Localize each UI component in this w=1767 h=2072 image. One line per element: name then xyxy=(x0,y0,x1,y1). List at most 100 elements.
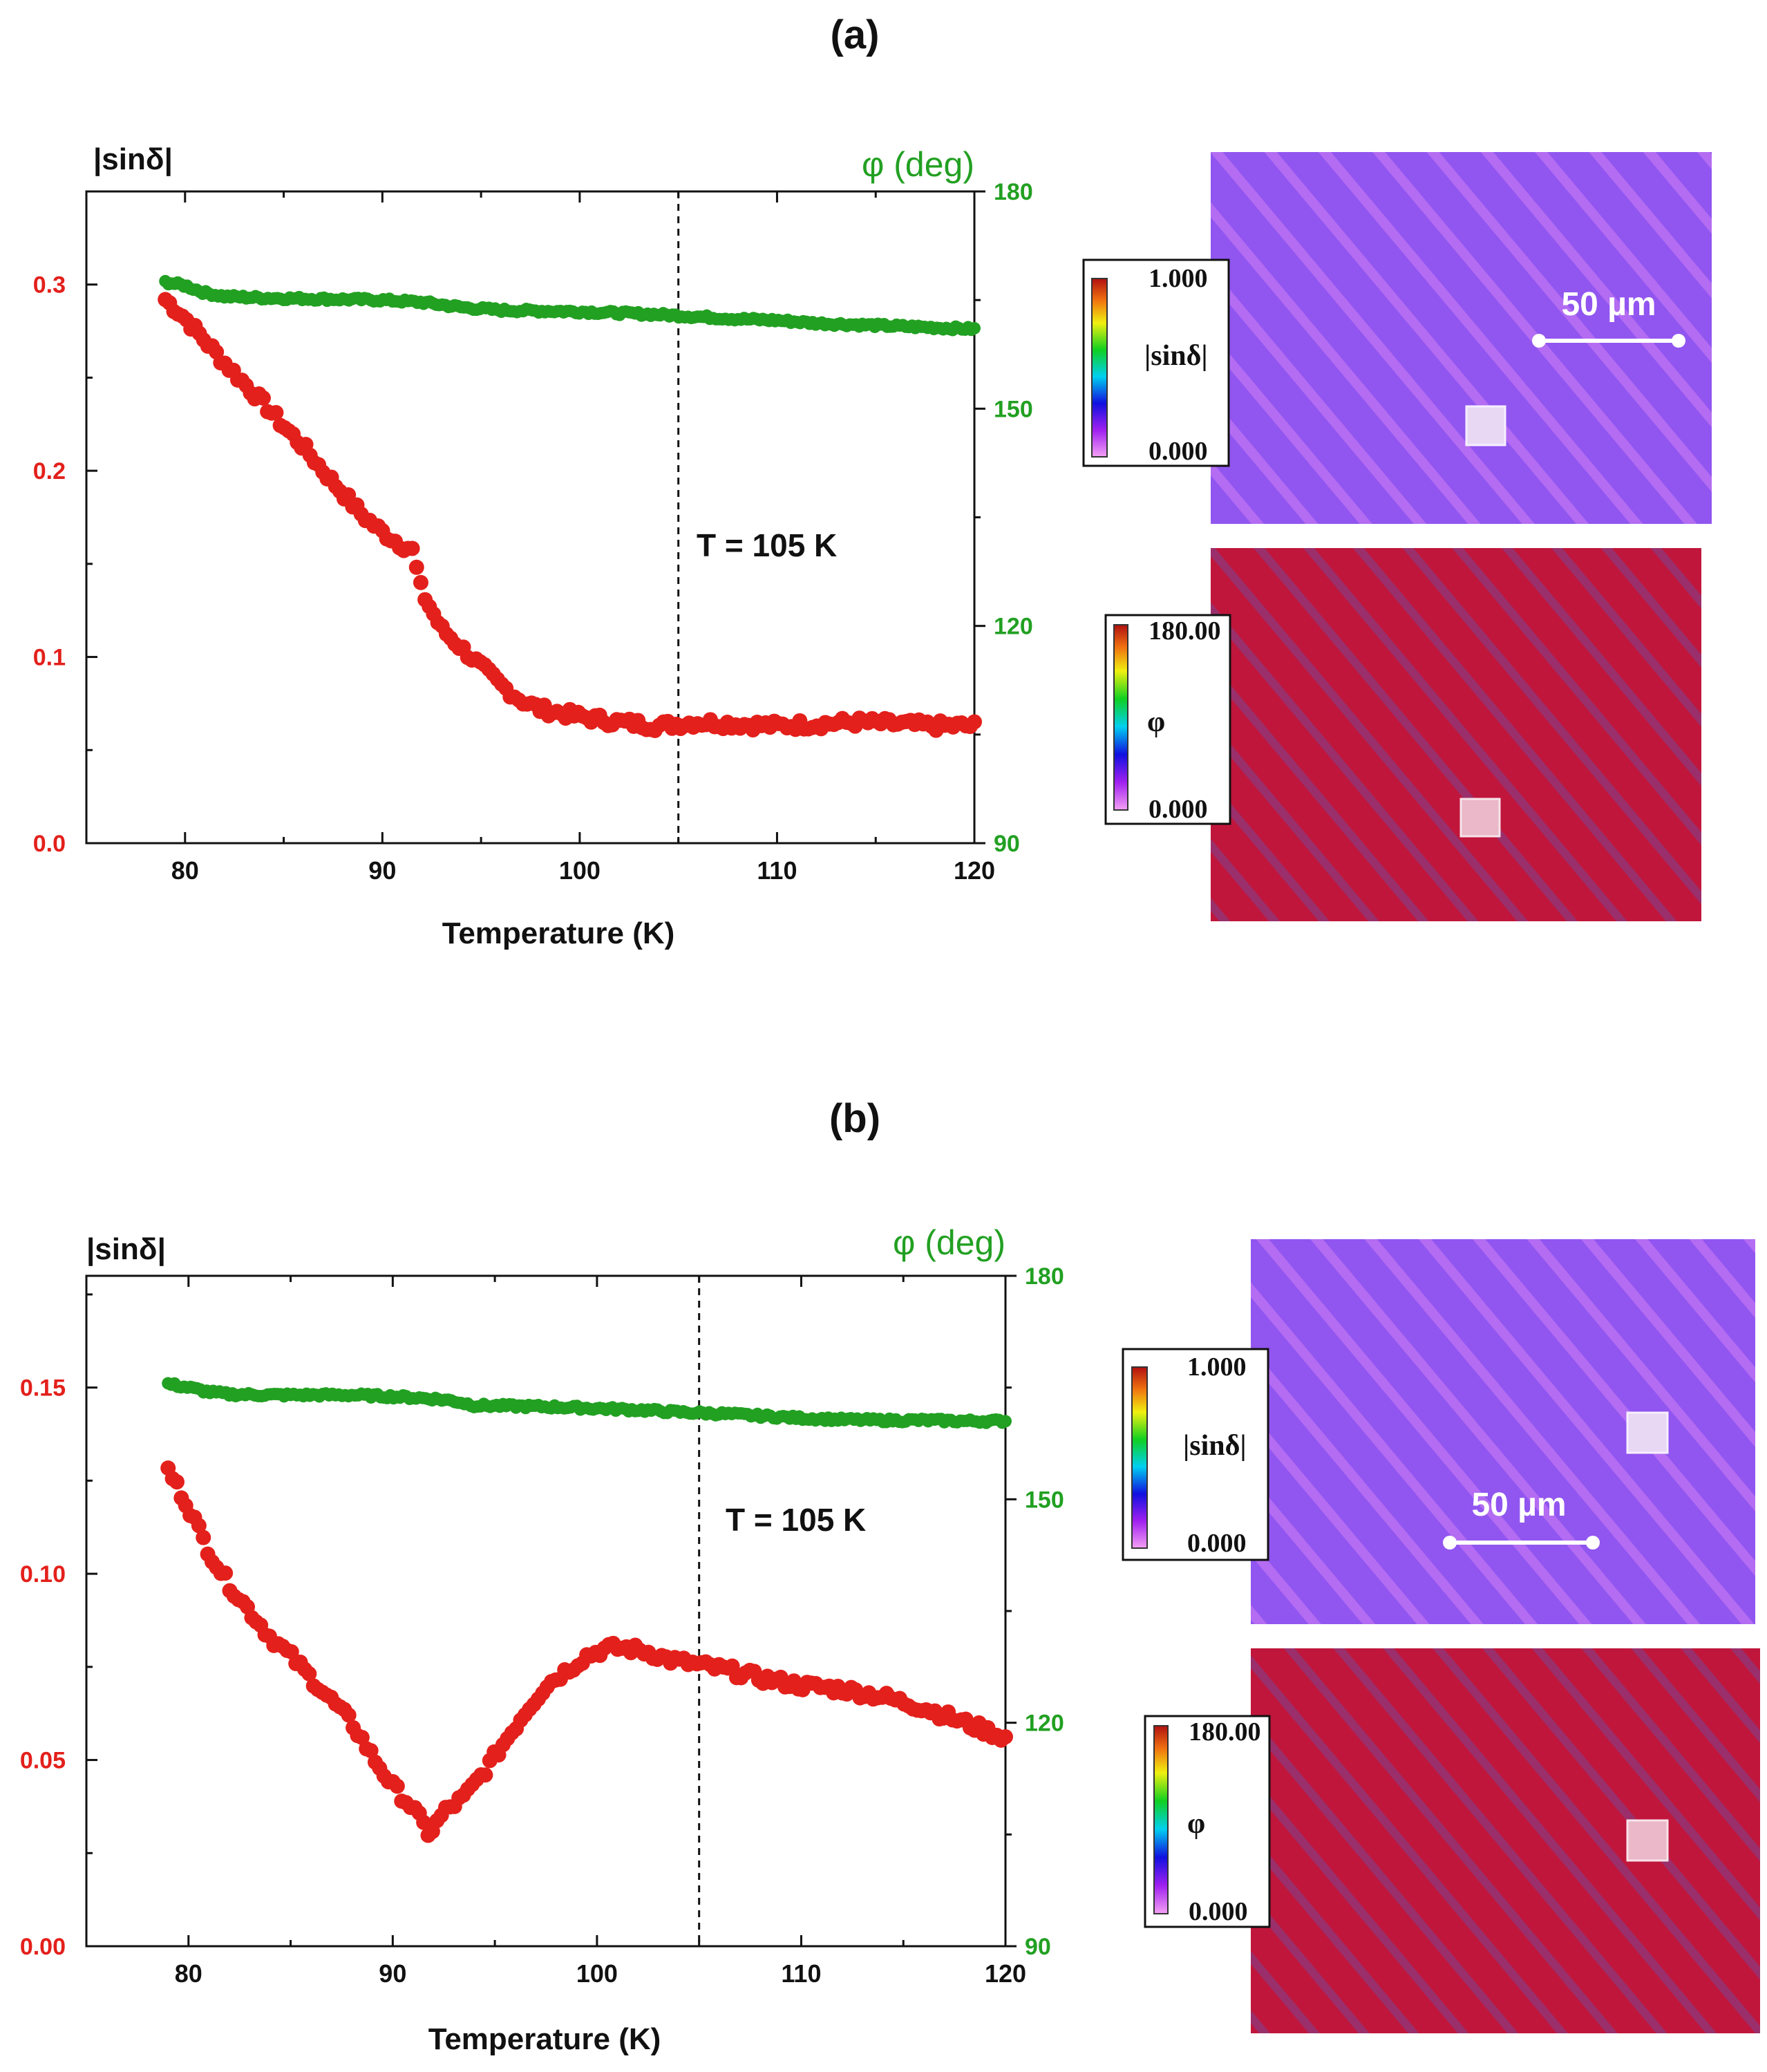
chart-b-sin-point xyxy=(283,1644,299,1660)
chart-a-xtick-label: 120 xyxy=(954,856,995,885)
map-b-sin-colorbar-min: 0.000 xyxy=(1187,1529,1247,1558)
chart-a-xtick-label: 90 xyxy=(368,856,396,885)
chart-b-xlabel: Temperature (K) xyxy=(428,2022,661,2056)
panel-b-label: (b) xyxy=(829,1096,880,1141)
chart-b-phi-point xyxy=(999,1415,1012,1428)
chart-a-ytick-label: 0.3 xyxy=(33,272,66,299)
chart-a-annotation: T = 105 K xyxy=(697,527,837,563)
chart-b-series-sin xyxy=(160,1460,1013,1843)
chart-b-sin-point xyxy=(478,1767,493,1783)
chart-a-sin-point xyxy=(268,405,284,421)
chart-b-y2tick-label: 150 xyxy=(1025,1487,1064,1513)
map-b-phi-image xyxy=(1251,1648,1760,2033)
chart-a-xtick-label: 100 xyxy=(559,856,601,885)
chart-a-y2tick-label: 120 xyxy=(994,614,1033,640)
chart-b-sin-point xyxy=(196,1529,211,1545)
chart-a-y2tick-label: 180 xyxy=(994,179,1033,205)
chart-b-sin-point xyxy=(191,1518,207,1534)
map-b-scale-bar-end xyxy=(1443,1536,1457,1550)
chart-b-ylabel: |sinδ| xyxy=(86,1232,166,1267)
map-a-sin-marker xyxy=(1465,405,1506,446)
chart-a-sin-point xyxy=(408,559,424,575)
chart-b-ytick-label: 0.00 xyxy=(20,1934,66,1960)
chart-b-y2tick-label: 120 xyxy=(1025,1711,1064,1737)
map-b-phi: 180.00 φ 0.000 xyxy=(1144,1648,1760,2033)
chart-b-ytick-label: 0.10 xyxy=(20,1561,66,1588)
chart-b-xtick-label: 110 xyxy=(781,1959,821,1988)
chart-b-series-phi xyxy=(162,1377,1012,1429)
map-a-phi-colorbar-label: φ xyxy=(1147,706,1165,738)
chart-b-sin-point xyxy=(389,1778,405,1794)
chart-b-sin-point xyxy=(169,1474,185,1490)
map-b-sin-image xyxy=(1251,1239,1755,1624)
chart-a-xtick-label: 80 xyxy=(171,856,199,885)
chart-b-xtick-label: 80 xyxy=(175,1959,202,1988)
chart-b-sin-point xyxy=(341,1707,357,1723)
chart-a-frame xyxy=(85,190,976,845)
chart-a-series-phi xyxy=(159,274,981,337)
chart-b-annotation: T = 105 K xyxy=(726,1502,866,1538)
chart-b-ytick-label: 0.15 xyxy=(20,1375,66,1402)
chart-b-xtick-label: 120 xyxy=(985,1959,1026,1988)
chart-a-series-sin xyxy=(158,292,982,738)
chart-b-ytick-label: 0.05 xyxy=(20,1748,66,1774)
chart-a-y2label: φ (deg) xyxy=(862,145,974,184)
map-b-phi-colorbar-min: 0.000 xyxy=(1189,1897,1248,1926)
chart-b-sin-point xyxy=(724,1658,740,1674)
chart-a-sin-point xyxy=(404,540,420,556)
chart-b-sin-point xyxy=(363,1742,379,1758)
chart-a-phi-point xyxy=(968,321,981,335)
panel-a-label: (a) xyxy=(831,12,880,57)
chart-a-sin-point xyxy=(341,487,357,503)
chart-b-frame xyxy=(85,1274,1007,1948)
map-a-phi-colorbar-min: 0.000 xyxy=(1149,795,1208,824)
chart-b-y2tick-label: 180 xyxy=(1025,1263,1064,1290)
chart-a-sin-point xyxy=(967,714,982,730)
chart-a-xtick-label: 110 xyxy=(757,856,797,885)
chart-b-xtick-label: 90 xyxy=(379,1959,406,1988)
map-a-sin-colorbar xyxy=(1091,278,1108,458)
chart-a-y2tick-label: 150 xyxy=(994,396,1033,422)
chart-b-xtick-label: 100 xyxy=(576,1959,618,1988)
map-b-sin-colorbar-max: 1.000 xyxy=(1187,1353,1247,1382)
map-a-sin-colorbar-label: |sinδ| xyxy=(1144,340,1208,372)
chart-b-sin-point xyxy=(301,1666,317,1682)
map-b-scale-label: 50 µm xyxy=(1471,1487,1566,1523)
map-a-sin: 50 µm 1.000 |sinδ| 0.000 xyxy=(1082,152,1712,524)
chart-a-ytick-label: 0.1 xyxy=(33,645,66,671)
chart-b-sin-point xyxy=(218,1565,234,1581)
map-a-scale-bar-end xyxy=(1532,334,1546,348)
map-a-scale-label: 50 µm xyxy=(1561,286,1656,323)
chart-a-ytick-label: 0.0 xyxy=(33,831,66,857)
chart-b-sin-point xyxy=(998,1729,1013,1744)
chart-a-ytick-label: 0.2 xyxy=(33,458,66,484)
map-a-phi: 180.00 φ 0.000 xyxy=(1104,548,1701,921)
chart-a-sin-point xyxy=(255,390,271,406)
map-b-sin-colorbar xyxy=(1131,1366,1148,1549)
chart-a-sin-point xyxy=(413,574,428,590)
chart-a-xlabel: Temperature (K) xyxy=(442,916,675,950)
panel-a: (a) 80 90 100 110 1200.00.10.20.390120150180… xyxy=(33,12,1712,950)
map-b-phi-colorbar-max: 180.00 xyxy=(1189,1717,1261,1746)
map-b-phi-colorbar xyxy=(1153,1725,1169,1914)
map-b-scale-bar-end xyxy=(1586,1536,1600,1550)
map-b-phi-marker xyxy=(1626,1819,1669,1862)
map-a-scale-bar-end xyxy=(1672,334,1685,348)
map-b-phi-colorbar-label: φ xyxy=(1187,1808,1205,1840)
map-a-phi-colorbar-max: 180.00 xyxy=(1149,616,1221,646)
map-b-sin: 50 µm 1.000 |sinδ| 0.000 xyxy=(1122,1239,1755,1624)
map-a-phi-marker xyxy=(1459,798,1501,838)
map-a-sin-colorbar-min: 0.000 xyxy=(1149,437,1208,466)
chart-a-ylabel: |sinδ| xyxy=(93,142,173,177)
chart-b-y2tick-label: 90 xyxy=(1025,1934,1051,1960)
map-a-sin-colorbar-max: 1.000 xyxy=(1149,264,1208,293)
map-a-phi-image xyxy=(1211,548,1701,921)
chart-a-y2tick-label: 90 xyxy=(994,831,1020,857)
map-a-sin-image xyxy=(1211,152,1712,524)
map-b-sin-marker xyxy=(1626,1411,1669,1454)
panel-b: (b) 80 90 100 110 1200.000.050.100.159012015… xyxy=(20,1096,1760,2056)
